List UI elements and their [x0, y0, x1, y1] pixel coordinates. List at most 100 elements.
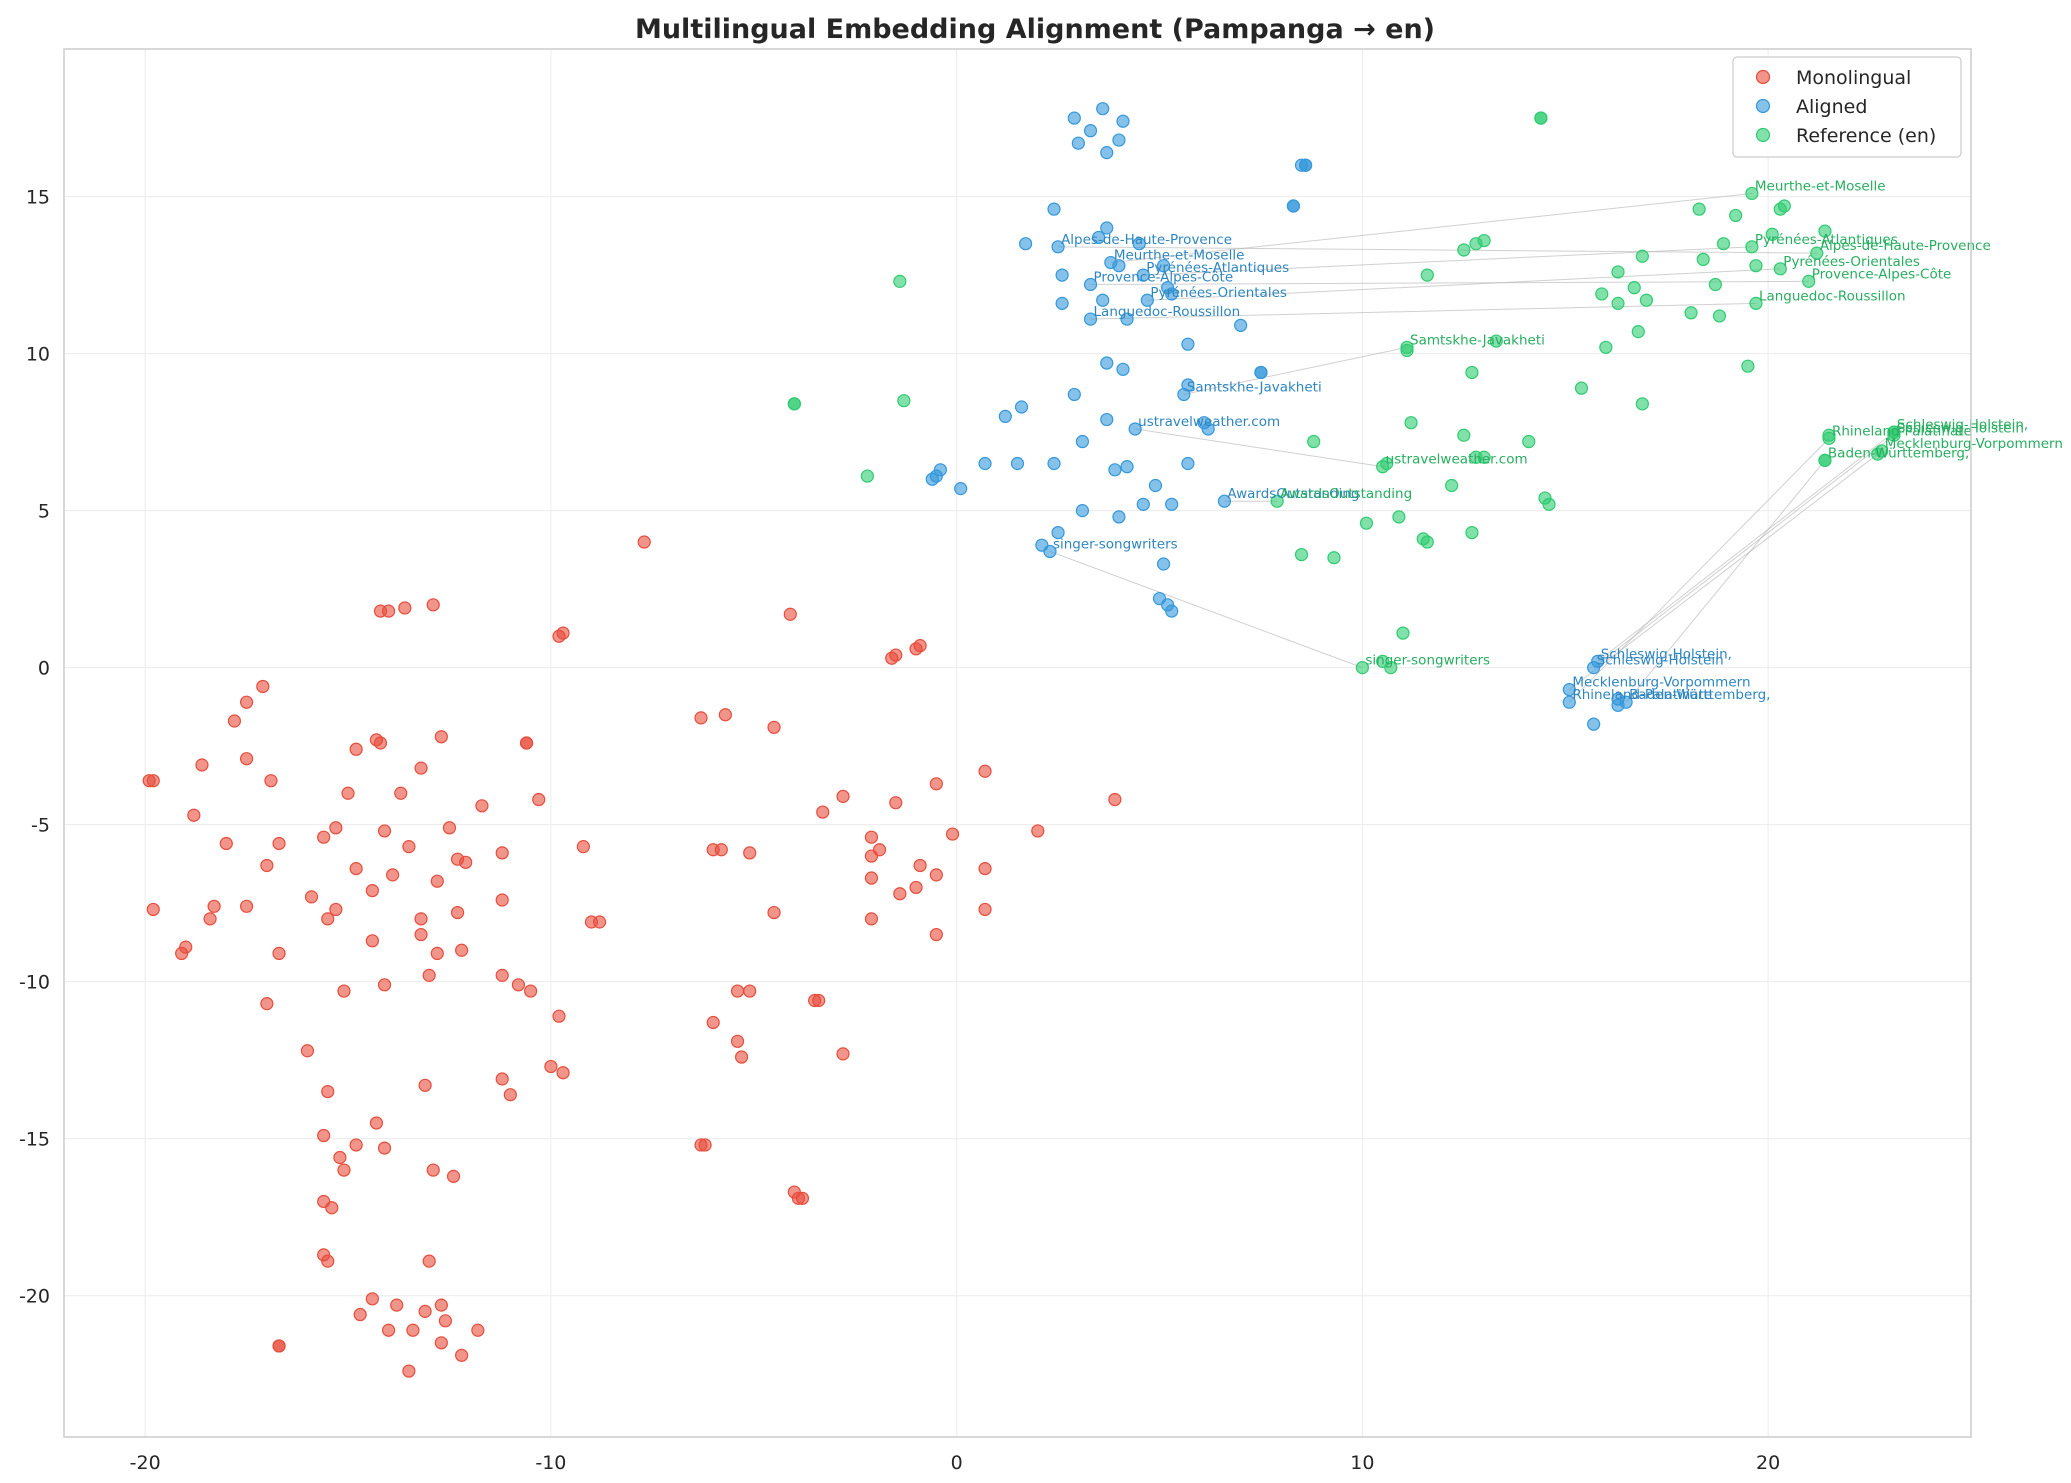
- alignment-link: [1110, 192, 1752, 264]
- point-monolingual: [329, 821, 343, 835]
- point-reference-en: [1465, 365, 1479, 380]
- annotation-label: Mecklenburg-Vorpommern: [1885, 436, 2063, 452]
- point-monolingual: [260, 858, 274, 873]
- point-monolingual: [889, 796, 903, 810]
- point-aligned: [1128, 422, 1142, 436]
- point-monolingual: [503, 1088, 517, 1102]
- point-monolingual: [426, 1163, 440, 1177]
- point-aligned: [1083, 124, 1098, 138]
- x-tick-label: 0: [951, 1452, 963, 1474]
- point-reference-en: [1392, 510, 1406, 524]
- point-aligned: [1116, 362, 1130, 376]
- point-monolingual: [406, 1323, 420, 1337]
- point-monolingual: [864, 830, 879, 844]
- point-monolingual: [239, 695, 254, 709]
- point-aligned: [1201, 422, 1215, 436]
- point-reference-en: [1696, 252, 1710, 266]
- point-monolingual: [471, 1323, 485, 1337]
- point-aligned: [1234, 318, 1248, 332]
- point-monolingual: [511, 978, 526, 992]
- point-reference-en: [1712, 309, 1727, 323]
- point-reference-en: [1542, 497, 1556, 511]
- point-reference-en: [1457, 243, 1471, 257]
- point-reference-en: [1802, 274, 1816, 288]
- point-monolingual: [929, 777, 943, 791]
- point-aligned: [1067, 387, 1081, 402]
- point-reference-en: [1465, 526, 1479, 540]
- point-monolingual: [446, 1169, 461, 1183]
- point-reference-en: [1611, 265, 1625, 279]
- annotation-label: Rhineland-Palatinate: [1832, 423, 1972, 439]
- point-monolingual: [256, 679, 270, 694]
- point-monolingual: [321, 912, 335, 926]
- point-monolingual: [434, 1336, 448, 1350]
- point-reference-en: [1445, 478, 1459, 493]
- point-monolingual: [390, 1298, 404, 1312]
- point-aligned: [1019, 237, 1033, 251]
- point-reference-en: [1457, 428, 1471, 442]
- x-tick-label: -10: [535, 1452, 566, 1474]
- point-reference-en: [1810, 246, 1824, 260]
- point-monolingual: [913, 639, 927, 653]
- alignment-link: [1625, 460, 1826, 703]
- point-monolingual: [706, 1015, 720, 1030]
- annotation-label: Mecklenburg-Vorpommern: [1572, 675, 1750, 691]
- annotation-label: Languedoc-Roussillon: [1094, 304, 1241, 320]
- point-monolingual: [365, 1292, 379, 1306]
- point-monolingual: [978, 902, 992, 917]
- point-monolingual: [260, 997, 274, 1011]
- point-monolingual: [864, 912, 879, 926]
- point-monolingual: [698, 1138, 712, 1152]
- legend-label: Reference (en): [1796, 125, 1936, 147]
- annotation-label: Samtskhe-Javakheti: [1187, 379, 1322, 395]
- point-monolingual: [475, 799, 489, 813]
- point-aligned: [1587, 717, 1601, 731]
- annotation-label: Alpes-de-Haute-Provence: [1061, 232, 1232, 248]
- point-monolingual: [743, 984, 757, 998]
- point-aligned: [1112, 510, 1126, 524]
- point-monolingual: [459, 855, 473, 869]
- point-aligned: [1120, 460, 1134, 474]
- point-reference-en: [1708, 277, 1722, 292]
- point-reference-en: [1765, 227, 1779, 241]
- point-aligned: [1116, 114, 1130, 128]
- point-aligned: [1047, 456, 1061, 471]
- legend: Monolingual Aligned Reference (en): [1732, 56, 1962, 158]
- point-monolingual: [317, 1128, 331, 1143]
- point-reference-en: [1875, 444, 1889, 458]
- point-monolingual: [422, 968, 436, 982]
- point-monolingual: [333, 1150, 347, 1165]
- legend-label: Monolingual: [1796, 67, 1911, 89]
- y-tick-label: 15: [26, 187, 50, 209]
- alignment-link: [1049, 550, 1363, 669]
- point-aligned: [1254, 365, 1268, 380]
- point-aligned: [1562, 695, 1576, 709]
- annotation-label: Schleswig-Holstein: [1897, 420, 2024, 436]
- point-monolingual: [945, 827, 960, 841]
- point-reference-en: [1469, 237, 1483, 251]
- point-monolingual: [783, 607, 797, 621]
- alignment-link: [1183, 346, 1408, 395]
- point-monolingual: [978, 862, 992, 876]
- point-monolingual: [434, 730, 448, 744]
- point-reference-en: [1477, 450, 1491, 464]
- point-monolingual: [349, 862, 363, 876]
- point-monolingual: [353, 1307, 367, 1322]
- y-tick-label: -20: [19, 1286, 50, 1308]
- annotation-label: Pyrénées-Atlantiques: [1146, 260, 1289, 276]
- point-aligned: [1140, 293, 1154, 307]
- point-monolingual: [418, 1078, 432, 1092]
- point-aligned: [1083, 277, 1098, 292]
- point-reference-en: [1404, 416, 1418, 430]
- point-reference-en: [1599, 340, 1613, 354]
- point-monolingual: [889, 648, 903, 662]
- point-monolingual: [718, 708, 732, 722]
- point-monolingual: [767, 720, 781, 734]
- link-lines: [1049, 192, 1895, 703]
- point-aligned: [1100, 356, 1114, 370]
- point-monolingual: [816, 805, 830, 819]
- point-aligned: [1096, 102, 1110, 116]
- point-monolingual: [386, 868, 400, 882]
- annotation-label: singer-songwriters: [1053, 536, 1178, 552]
- point-monolingual: [321, 1254, 335, 1268]
